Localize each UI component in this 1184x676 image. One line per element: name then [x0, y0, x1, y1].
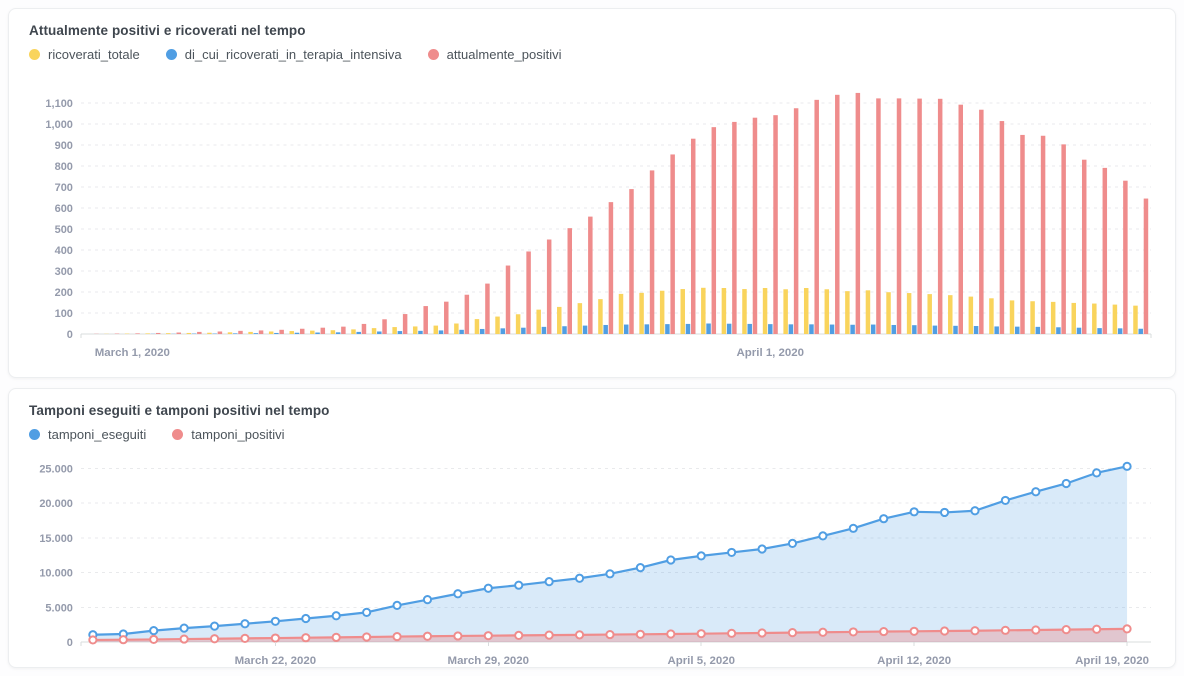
legend-item-tamponi_positivi[interactable]: tamponi_positivi [172, 427, 285, 442]
svg-text:March 29, 2020: March 29, 2020 [448, 655, 530, 667]
svg-text:900: 900 [55, 140, 73, 152]
svg-text:600: 600 [55, 203, 73, 215]
legend-label: tamponi_positivi [191, 427, 285, 442]
tamponi-area-chart[interactable]: 5.000 10.000 15.000 20.000 25.000 0 March 22, … [25, 446, 1159, 668]
svg-text:April 1, 2020: April 1, 2020 [737, 347, 805, 359]
legend-item-tamponi_eseguiti[interactable]: tamponi_eseguiti [29, 427, 146, 442]
legend-dot-icon [29, 429, 40, 440]
svg-text:300: 300 [55, 266, 73, 278]
svg-text:March 22, 2020: March 22, 2020 [235, 655, 317, 667]
legend-label: tamponi_eseguiti [48, 427, 147, 442]
legend-dot-icon [165, 49, 177, 60]
legend-item-attualmente_positivi[interactable]: attualmente_positivi [427, 47, 562, 62]
svg-text:March 1, 2020: March 1, 2020 [95, 347, 170, 359]
svg-text:1,100: 1,100 [45, 98, 72, 110]
legend-positivi-ricoverati: ricoverati_totale di_cui_ricoverati_in_te… [29, 47, 1159, 62]
legend-label: di_cui_ricoverati_in_terapia_intensiva [184, 47, 402, 62]
svg-text:0: 0 [67, 329, 73, 341]
svg-text:25.000: 25.000 [39, 463, 73, 475]
svg-text:5.000: 5.000 [45, 602, 72, 614]
svg-text:April 12, 2020: April 12, 2020 [877, 655, 951, 667]
legend-dot-icon [172, 429, 184, 440]
area-chart-wrap: 5.000 10.000 15.000 20.000 25.000 0 March 22, … [25, 446, 1159, 668]
svg-text:April 5, 2020: April 5, 2020 [667, 655, 735, 667]
legend-tamponi: tamponi_eseguiti tamponi_positivi [29, 427, 1159, 442]
svg-text:500: 500 [55, 224, 73, 236]
svg-text:10.000: 10.000 [39, 568, 73, 580]
svg-text:0: 0 [67, 637, 73, 649]
svg-text:200: 200 [55, 287, 73, 299]
card-tamponi: Tamponi eseguiti e tamponi positivi nel … [8, 388, 1176, 668]
legend-label: ricoverati_totale [48, 47, 140, 62]
legend-dot-icon [427, 49, 439, 60]
card-positivi-ricoverati: Attualmente positivi e ricoverati nel te… [8, 8, 1176, 378]
svg-text:April 19, 2020: April 19, 2020 [1075, 655, 1149, 667]
svg-text:15.000: 15.000 [39, 533, 73, 545]
legend-dot-icon [29, 49, 40, 60]
svg-text:1,000: 1,000 [45, 119, 72, 131]
svg-text:800: 800 [55, 161, 73, 173]
svg-text:100: 100 [55, 308, 73, 320]
legend-item-ricoverati_totale[interactable]: ricoverati_totale [29, 47, 140, 62]
card-title-positivi-ricoverati[interactable]: Attualmente positivi e ricoverati nel te… [29, 23, 306, 38]
svg-text:400: 400 [55, 245, 73, 257]
bar-chart-wrap: 100 200 300 400 500 600 700 800 900 1,000 1,100 0 Ma… [25, 66, 1159, 371]
svg-text:700: 700 [55, 182, 73, 194]
card-title-tamponi[interactable]: Tamponi eseguiti e tamponi positivi nel … [29, 403, 330, 418]
positivi-ricoverati-bar-chart[interactable]: 100 200 300 400 500 600 700 800 900 1,000 1,100 0 Ma… [25, 66, 1159, 366]
legend-item-di_cui_ricoverati_in_terapia_intensiva[interactable]: di_cui_ricoverati_in_terapia_intensiva [165, 47, 402, 62]
legend-label: attualmente_positivi [446, 47, 562, 62]
svg-text:20.000: 20.000 [39, 498, 73, 510]
